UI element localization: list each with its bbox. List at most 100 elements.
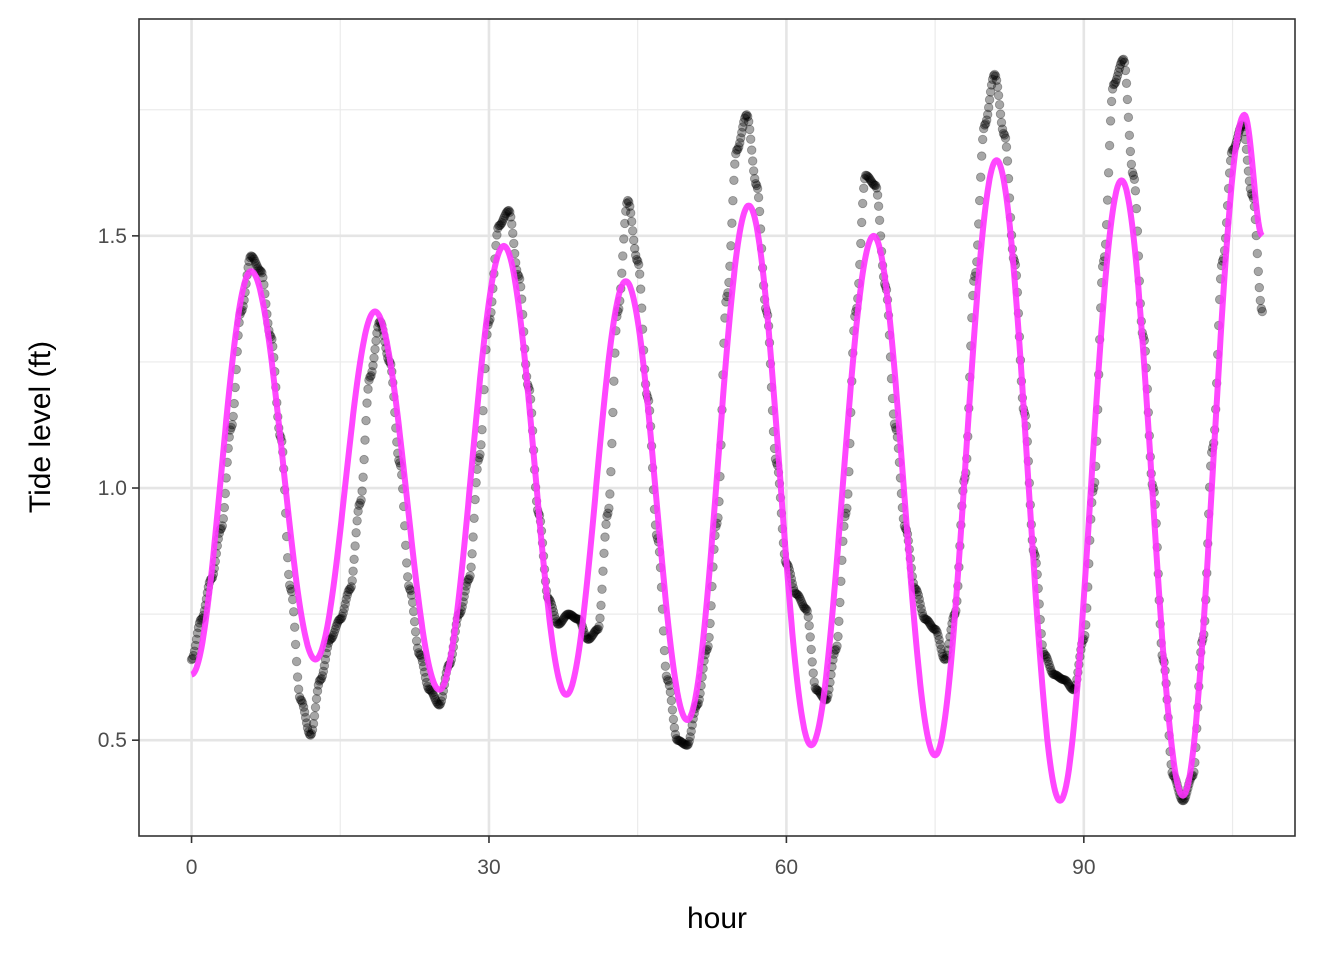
- data-point: [989, 69, 1000, 80]
- data-point: [318, 666, 329, 677]
- data-point: [336, 613, 347, 624]
- data-point: [809, 677, 819, 687]
- data-point: [408, 606, 419, 617]
- data-point: [554, 619, 565, 629]
- data-point: [975, 195, 985, 206]
- data-point: [931, 625, 941, 635]
- data-point: [672, 735, 683, 745]
- data-point: [429, 692, 440, 703]
- data-point: [218, 514, 229, 524]
- data-point: [1000, 133, 1011, 143]
- data-point: [991, 75, 1002, 86]
- data-point: [292, 672, 303, 682]
- data-point: [621, 206, 631, 216]
- plot-panel-background: [139, 19, 1295, 836]
- data-point: [1054, 672, 1064, 682]
- data-point: [1110, 77, 1121, 87]
- data-point: [1043, 656, 1053, 667]
- data-point: [1111, 74, 1122, 85]
- data-point: [343, 587, 353, 597]
- data-point: [603, 508, 613, 518]
- data-point: [244, 256, 254, 267]
- data-point: [257, 268, 267, 278]
- data-point: [744, 116, 754, 127]
- data-point: [587, 631, 597, 641]
- data-point: [925, 619, 935, 629]
- data-point: [313, 680, 324, 690]
- data-point: [348, 566, 358, 576]
- data-point: [994, 99, 1005, 110]
- data-point: [983, 109, 993, 120]
- data-point: [559, 612, 570, 623]
- data-point: [469, 513, 479, 524]
- data-point: [746, 134, 756, 144]
- data-point: [832, 641, 842, 651]
- data-point: [309, 711, 320, 721]
- data-point: [563, 609, 574, 619]
- data-point: [792, 589, 803, 600]
- data-point: [331, 621, 342, 631]
- data-point: [405, 584, 415, 594]
- data-point: [1117, 55, 1128, 65]
- data-point: [1063, 678, 1073, 688]
- data-point: [674, 736, 685, 746]
- data-point: [434, 700, 445, 710]
- data-point: [333, 616, 344, 626]
- data-point: [294, 692, 305, 702]
- data-point: [805, 632, 815, 642]
- data-point: [350, 541, 360, 551]
- data-point: [591, 625, 601, 635]
- data-point: [317, 671, 328, 681]
- data-point: [857, 217, 867, 228]
- data-point: [682, 740, 693, 750]
- data-point: [1113, 67, 1124, 77]
- data-point: [835, 597, 845, 608]
- data-point: [1116, 57, 1127, 67]
- data-point: [917, 608, 927, 618]
- data-point: [1104, 140, 1115, 151]
- data-point: [357, 486, 367, 496]
- data-point: [561, 610, 572, 620]
- data-point: [590, 626, 600, 637]
- data-point: [307, 725, 318, 735]
- data-point: [812, 685, 822, 695]
- data-point: [600, 532, 610, 542]
- data-point: [743, 111, 753, 122]
- data-point: [404, 581, 414, 591]
- data-point: [668, 714, 679, 725]
- data-point: [284, 569, 294, 580]
- data-point: [360, 435, 370, 445]
- data-point: [807, 657, 817, 667]
- data-point: [799, 602, 809, 613]
- data-point: [583, 634, 593, 645]
- data-point: [355, 498, 365, 508]
- data-point: [1125, 146, 1136, 157]
- data-point: [1115, 59, 1126, 70]
- data-point: [431, 697, 442, 707]
- data-point: [981, 118, 991, 129]
- data-point: [602, 511, 612, 521]
- data-point: [363, 384, 373, 394]
- data-point: [803, 612, 813, 622]
- data-point: [227, 420, 237, 430]
- data-point: [303, 727, 314, 737]
- data-point: [1252, 248, 1263, 259]
- data-point: [666, 695, 677, 706]
- data-point: [1062, 677, 1072, 687]
- data-point: [256, 266, 266, 276]
- data-point: [1044, 659, 1054, 670]
- data-point: [585, 633, 595, 644]
- data-point: [673, 735, 684, 746]
- plot-panel-border: [138, 18, 1296, 837]
- data-point: [607, 438, 617, 449]
- data-point: [916, 604, 926, 614]
- data-point: [997, 124, 1008, 134]
- data-point: [624, 197, 634, 207]
- data-point: [938, 651, 948, 662]
- data-point: [1107, 84, 1118, 94]
- data-point: [553, 619, 564, 629]
- data-point: [734, 142, 744, 152]
- data-point: [932, 627, 942, 637]
- data-point: [314, 676, 325, 686]
- data-point: [595, 613, 605, 623]
